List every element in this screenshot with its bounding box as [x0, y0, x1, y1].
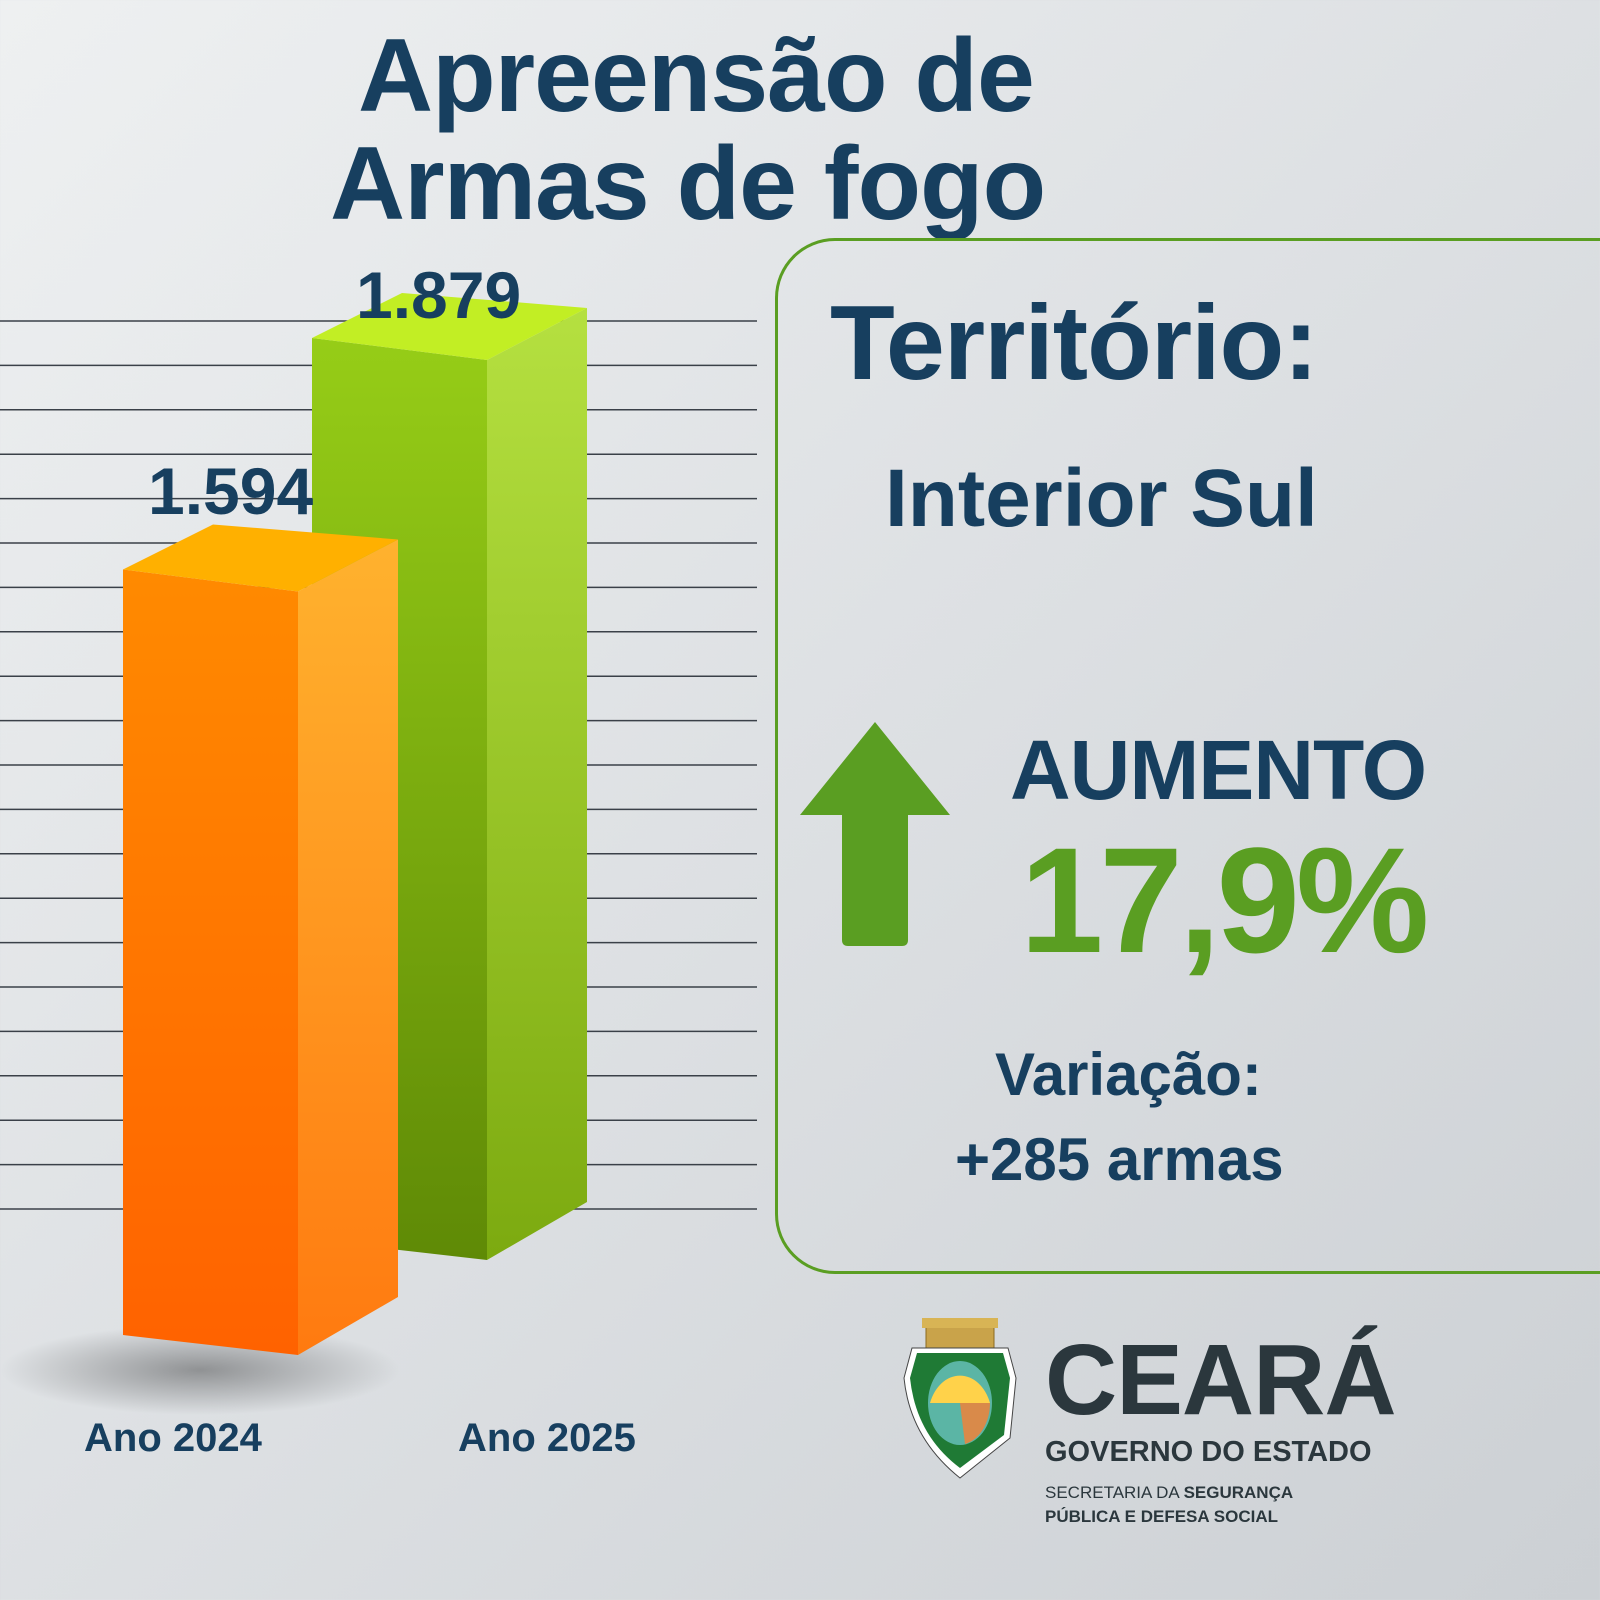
bar-value-label-2024: 1.594 — [148, 454, 314, 528]
bar-top-face — [123, 524, 398, 592]
bar-front-face — [123, 569, 298, 1355]
territory-panel — [775, 238, 1600, 1274]
territory-label: Território: — [830, 284, 1319, 402]
x-tick-label-2025: Ano 2025 — [458, 1416, 636, 1460]
title-line-2: Armas de fogo — [330, 126, 1046, 242]
territory-value: Interior Sul — [885, 453, 1318, 544]
bar-side-face — [298, 539, 398, 1355]
bar-value-label-2025: 1.879 — [356, 258, 522, 332]
page-title: Apreensão de Armas de fogo — [330, 18, 1046, 242]
secretaria-regular: SECRETARIA DA — [1045, 1483, 1184, 1502]
variation-label: Variação: — [995, 1041, 1262, 1108]
x-tick-label-2024: Ano 2024 — [84, 1416, 262, 1460]
logo-subtitle: GOVERNO DO ESTADO — [1045, 1436, 1372, 1468]
trend-label: AUMENTO — [1010, 723, 1427, 817]
title-line-1: Apreensão de — [358, 18, 1035, 134]
trend-percent: 17,9% — [1020, 816, 1429, 984]
logo-name: CEARÁ — [1045, 1324, 1397, 1436]
ceara-coat-of-arms-logo — [903, 1318, 1017, 1479]
logo-secretaria-line-2: PÚBLICA E DEFESA SOCIAL — [1045, 1507, 1278, 1526]
bar-side-face — [487, 307, 587, 1261]
bar-ano-2024 — [123, 524, 398, 1355]
bar-top-face — [312, 292, 587, 360]
logo-secretaria-line-1: SECRETARIA DA SEGURANÇA — [1045, 1484, 1293, 1501]
variation-value: +285 armas — [955, 1126, 1284, 1193]
secretaria-bold: SEGURANÇA — [1183, 1483, 1294, 1502]
up-arrow-icon — [800, 722, 950, 946]
